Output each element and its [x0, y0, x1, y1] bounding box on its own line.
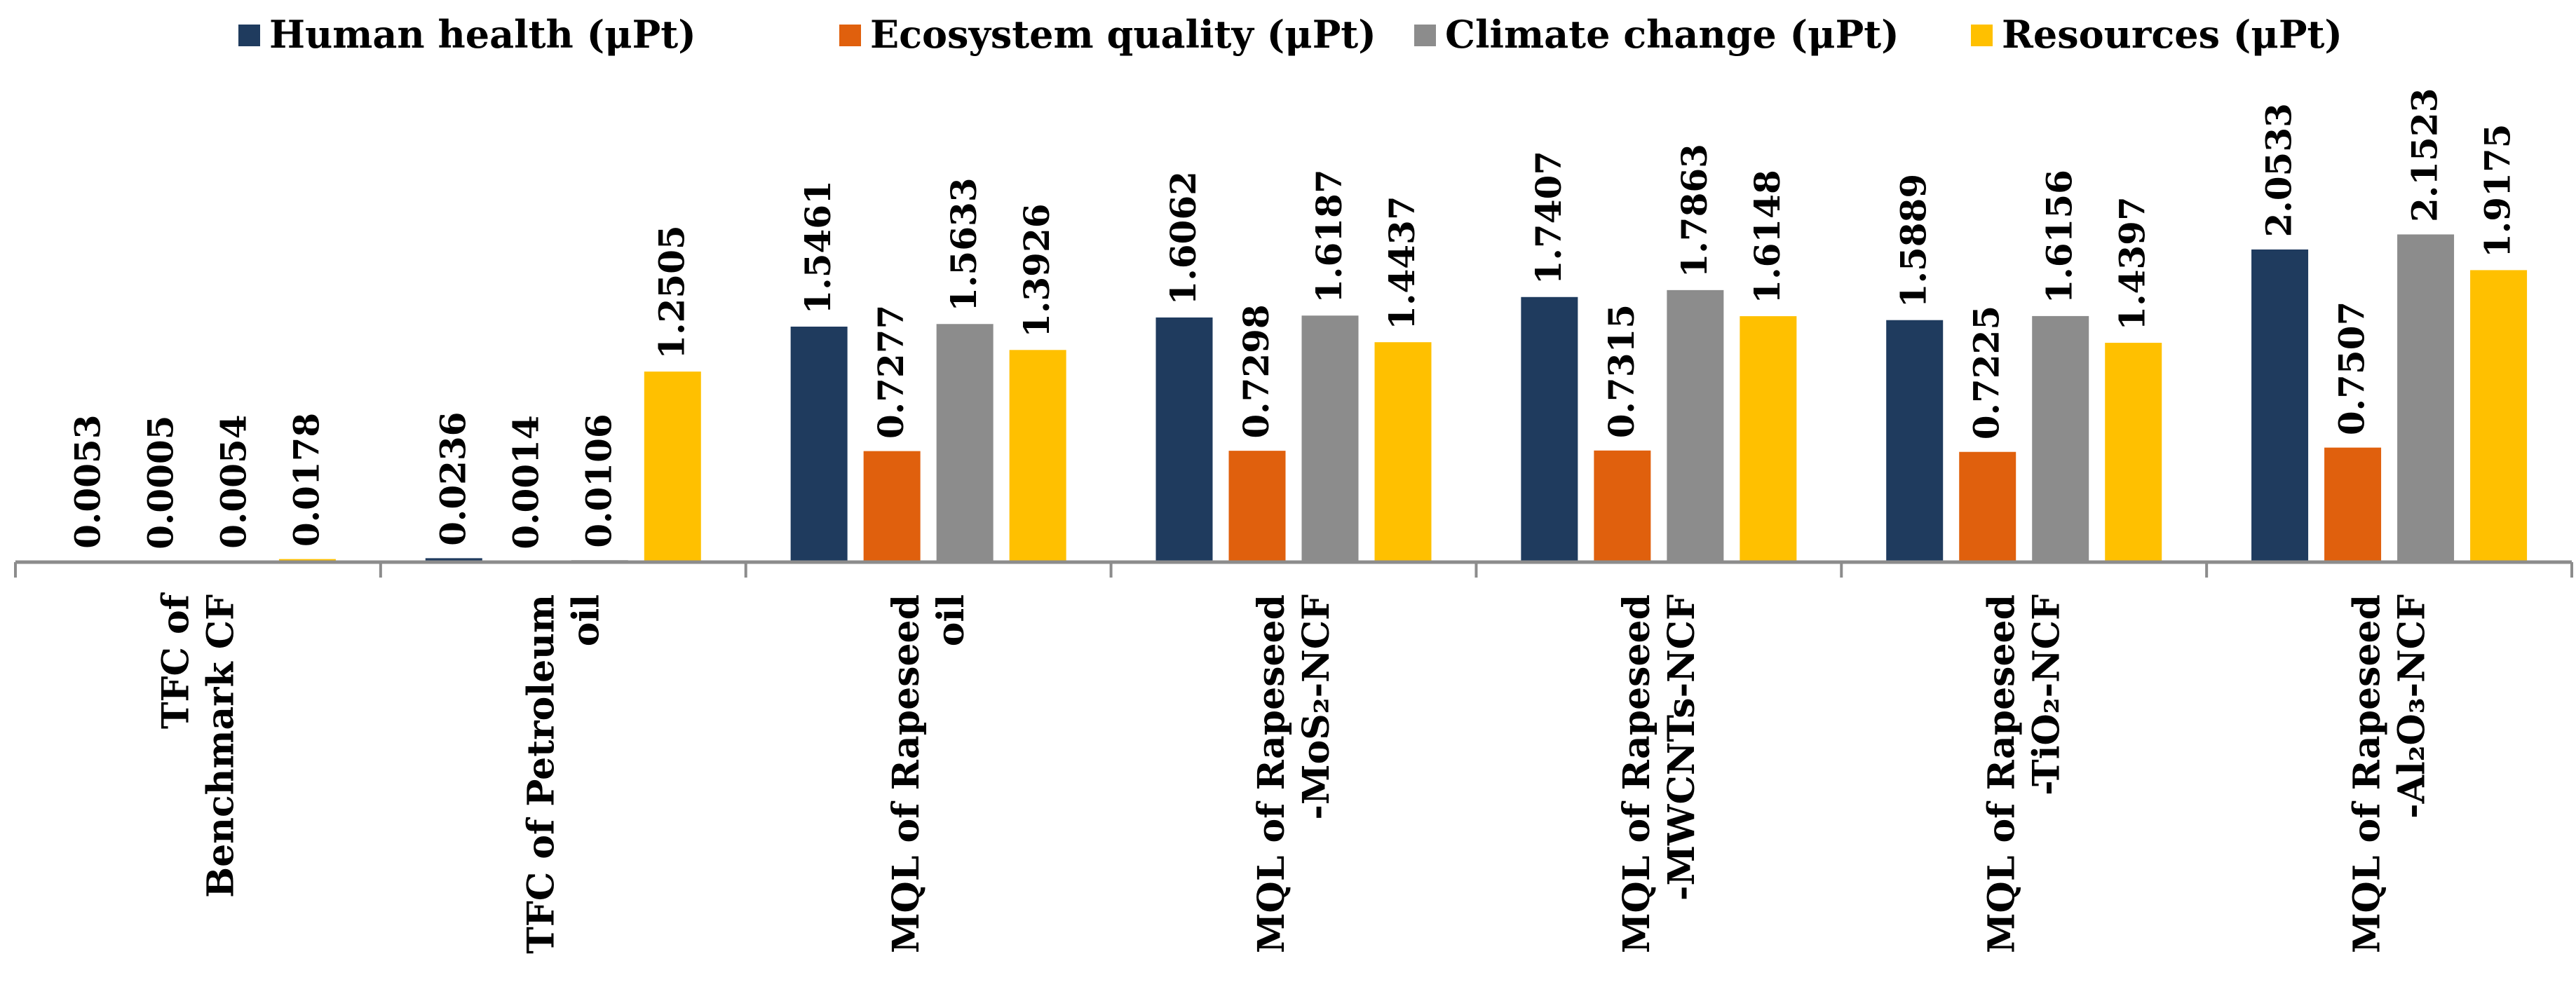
bar-4-0	[1521, 296, 1578, 563]
bar-3-0	[1155, 317, 1213, 563]
bar-3-3	[1374, 342, 1432, 563]
bar-4-3	[1740, 316, 1797, 563]
bar-3-2	[1301, 315, 1359, 563]
data-label-5-2: 1.6156	[2039, 170, 2080, 303]
data-label-4-2: 1.7863	[1674, 144, 1715, 278]
data-label-0-3: 0.0178	[285, 413, 327, 547]
bar-4-1	[1594, 450, 1651, 563]
bar-5-3	[2105, 343, 2162, 563]
legend: Human health (μPt) Ecosystem quality (μPt…	[238, 12, 2343, 57]
category-label-6-line-0: MQL of Rapeseed	[2346, 594, 2389, 953]
legend-swatch-2	[1414, 25, 1436, 46]
data-label-0-0: 0.0053	[67, 414, 108, 548]
legend-label-1: Ecosystem quality (μPt)	[870, 12, 1376, 57]
data-label-2-0: 1.5461	[797, 180, 839, 314]
bar-2-0	[790, 326, 848, 563]
category-label-2-line-0: MQL of Rapeseed	[885, 594, 928, 953]
data-label-3-0: 1.6062	[1162, 171, 1204, 305]
bar-4-2	[1667, 289, 1724, 563]
category-label-2-line-1: oil	[930, 594, 972, 646]
data-label-3-2: 1.6187	[1308, 169, 1350, 303]
legend-swatch-0	[238, 25, 260, 46]
bar-6-3	[2470, 270, 2528, 563]
data-label-1-1: 0.0014	[505, 415, 546, 549]
legend-label-0: Human health (μPt)	[269, 12, 696, 57]
x-axis	[14, 560, 2573, 578]
data-label-0-2: 0.0054	[212, 414, 254, 548]
bar-2-1	[863, 451, 921, 563]
bar-6-1	[2324, 447, 2382, 563]
data-label-5-0: 1.5889	[1893, 174, 1934, 308]
category-label-3-line-1: -MoS₂-NCF	[1295, 594, 1338, 820]
category-label-4-line-1: -MWCNTs-NCF	[1660, 594, 1703, 901]
category-label-0-line-0: TFC of	[154, 592, 197, 729]
bar-1-3	[644, 371, 701, 563]
bar-6-0	[2251, 249, 2309, 563]
category-label-6-line-1: -Al₂O₃-NCF	[2391, 594, 2434, 819]
data-label-6-0: 2.0533	[2258, 103, 2300, 237]
data-labels: 0.0053 0.0005 0.0054 0.0178 0.0236 0.0014 0.01…	[67, 88, 2518, 550]
data-label-5-3: 1.4397	[2112, 196, 2153, 330]
data-label-6-2: 2.1523	[2404, 88, 2446, 222]
category-label-3-line-0: MQL of Rapeseed	[1250, 594, 1293, 953]
data-label-2-1: 0.7277	[870, 305, 911, 439]
data-label-1-2: 0.0106	[578, 414, 619, 547]
bar-2-2	[936, 324, 994, 563]
category-label-5-line-0: MQL of Rapeseed	[1981, 594, 2023, 953]
legend-label-2: Climate change (μPt)	[1445, 12, 1899, 57]
category-labels: TFC of Benchmark CF TFC of Petroleum oil MQL…	[154, 592, 2433, 953]
data-label-1-3: 1.2505	[651, 225, 692, 359]
data-label-6-1: 0.7507	[2331, 301, 2373, 435]
category-label-1-line-1: oil	[564, 594, 607, 646]
bar-6-2	[2397, 234, 2455, 563]
data-label-1-0: 0.0236	[432, 412, 473, 546]
bar-5-0	[1886, 320, 1944, 563]
data-label-3-1: 0.7298	[1235, 304, 1277, 438]
category-label-1-line-0: TFC of Petroleum	[520, 594, 562, 954]
bar-2-3	[1009, 350, 1066, 563]
data-label-4-1: 0.7315	[1601, 304, 1642, 438]
bar-5-2	[2032, 315, 2089, 563]
legend-swatch-1	[839, 25, 861, 46]
data-label-3-3: 1.4437	[1381, 196, 1423, 329]
legend-swatch-3	[1971, 25, 1993, 46]
legend-label-3: Resources (μPt)	[2002, 12, 2343, 57]
data-label-4-0: 1.7407	[1528, 151, 1569, 285]
data-label-0-1: 0.0005	[140, 416, 181, 550]
data-label-2-3: 1.3926	[1016, 203, 1057, 337]
data-label-5-1: 0.7225	[1966, 306, 2007, 439]
bar-3-1	[1228, 451, 1286, 563]
data-label-2-2: 1.5633	[943, 177, 984, 311]
bars	[60, 234, 2528, 563]
category-label-0-line-1: Benchmark CF	[199, 594, 242, 898]
data-label-4-3: 1.6148	[1747, 170, 1788, 303]
data-label-6-3: 1.9175	[2477, 124, 2519, 258]
category-label-5-line-1: -TiO₂-NCF	[2026, 594, 2068, 796]
bar-5-1	[1959, 451, 2016, 563]
category-label-4-line-0: MQL of Rapeseed	[1615, 594, 1658, 953]
